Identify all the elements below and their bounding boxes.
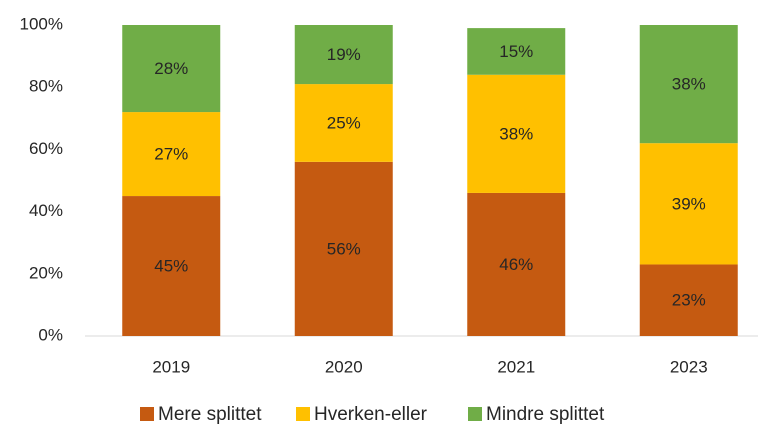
data-label: 39% bbox=[672, 194, 706, 213]
data-label: 46% bbox=[499, 255, 533, 274]
legend-swatch bbox=[140, 407, 154, 421]
bar-segment bbox=[294, 161, 393, 336]
bar-segment bbox=[639, 264, 738, 336]
y-tick-label: 80% bbox=[29, 77, 63, 96]
bar-segment bbox=[467, 192, 566, 336]
data-label: 38% bbox=[672, 75, 706, 94]
y-tick-label: 100% bbox=[20, 14, 63, 33]
y-tick-label: 60% bbox=[29, 139, 63, 158]
legend-swatch bbox=[296, 407, 310, 421]
data-label: 15% bbox=[499, 42, 533, 61]
bar-segment bbox=[639, 143, 738, 265]
legend-label: Mere splittet bbox=[158, 404, 262, 425]
x-tick-label: 2023 bbox=[670, 357, 708, 376]
data-label: 19% bbox=[327, 45, 361, 64]
bar-segment bbox=[122, 25, 221, 113]
y-tick-label: 0% bbox=[38, 325, 63, 344]
data-label: 45% bbox=[154, 257, 188, 276]
x-tick-label: 2019 bbox=[152, 357, 190, 376]
y-tick-label: 20% bbox=[29, 263, 63, 282]
data-label: 23% bbox=[672, 291, 706, 310]
data-label: 38% bbox=[499, 124, 533, 143]
y-tick-label: 40% bbox=[29, 201, 63, 220]
bar-segment bbox=[122, 112, 221, 197]
data-label: 56% bbox=[327, 239, 361, 258]
data-label: 28% bbox=[154, 59, 188, 78]
data-label: 27% bbox=[154, 145, 188, 164]
legend-label: Mindre splittet bbox=[486, 404, 605, 425]
bar-segment bbox=[294, 84, 393, 162]
bar-segment bbox=[467, 28, 566, 75]
legend-label: Hverken-eller bbox=[314, 404, 428, 425]
x-tick-label: 2020 bbox=[325, 357, 363, 376]
data-label: 25% bbox=[327, 113, 361, 132]
bar-segment bbox=[294, 25, 393, 85]
legend-swatch bbox=[468, 407, 482, 421]
bar-segment bbox=[122, 196, 221, 336]
x-tick-label: 2021 bbox=[497, 357, 535, 376]
bar-segment bbox=[639, 25, 738, 144]
bar-segment bbox=[467, 74, 566, 193]
